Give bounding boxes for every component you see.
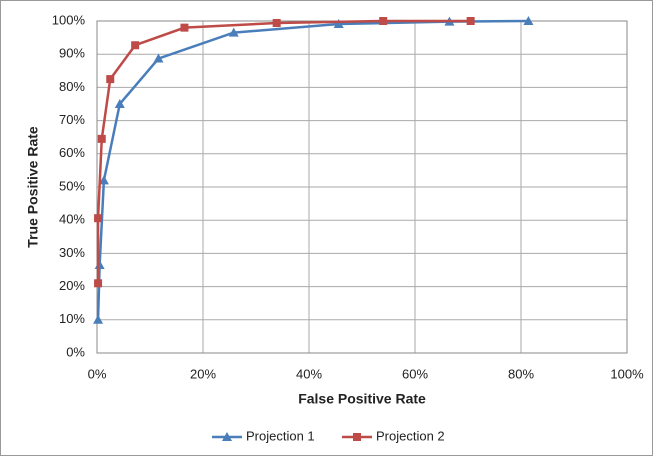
y-tick-label: 80% (59, 79, 85, 94)
marker (228, 27, 239, 37)
y-tick-label: 90% (59, 46, 85, 61)
marker (333, 18, 344, 28)
y-axis-title: True Positive Rate (25, 126, 41, 248)
marker (353, 433, 361, 441)
marker (97, 134, 106, 143)
marker (180, 23, 189, 32)
marker (222, 432, 232, 441)
y-tick-label: 20% (59, 278, 85, 293)
y-tick-label: 0% (66, 344, 85, 359)
y-tick-label: 40% (59, 212, 85, 227)
x-tick-label: 20% (190, 366, 216, 381)
marker (131, 41, 140, 50)
y-tick-label: 50% (59, 178, 85, 193)
y-tick-label: 100% (52, 12, 86, 27)
marker (114, 99, 125, 108)
x-tick-label: 80% (508, 366, 534, 381)
x-tick-label: 60% (402, 366, 428, 381)
marker (94, 214, 103, 223)
marker (272, 18, 281, 27)
marker (379, 17, 388, 25)
marker (466, 17, 475, 25)
y-tick-label: 30% (59, 245, 85, 260)
marker (93, 314, 104, 324)
y-tick-label: 70% (59, 112, 85, 127)
marker (94, 279, 103, 288)
marker (153, 53, 164, 63)
x-tick-label: 100% (610, 366, 644, 381)
x-tick-label: 40% (296, 366, 322, 381)
y-tick-label: 10% (59, 311, 85, 326)
marker (98, 175, 109, 185)
y-tick-label: 60% (59, 145, 85, 160)
x-tick-label: 0% (88, 366, 107, 381)
x-axis-title: False Positive Rate (298, 391, 426, 407)
legend-label: Projection 1 (246, 428, 315, 443)
marker (106, 75, 115, 84)
legend-label: Projection 2 (376, 428, 445, 443)
marker (523, 16, 534, 25)
